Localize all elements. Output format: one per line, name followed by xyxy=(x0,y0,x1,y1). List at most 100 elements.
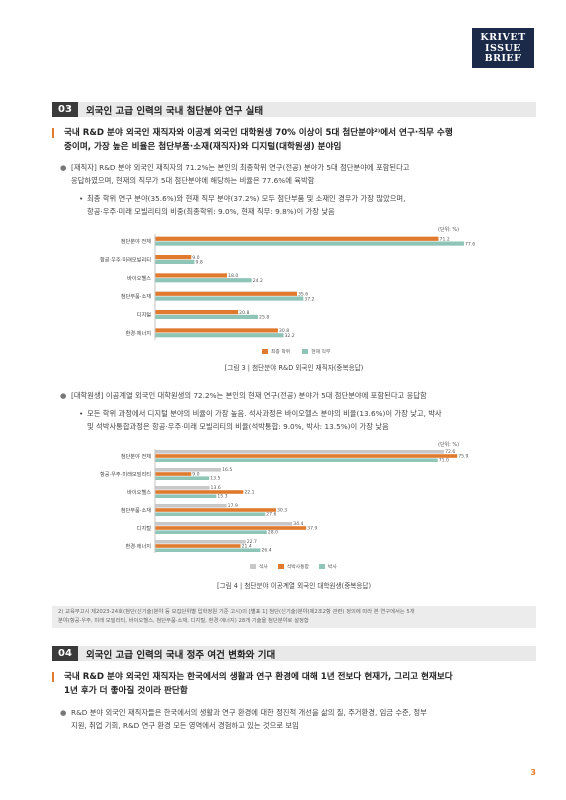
data-label: 30.8 xyxy=(279,328,289,334)
bar-최종 학위 xyxy=(155,291,298,296)
footnote-line-2: 분야(항공·우주, 미래 모빌리티, 바이오헬스, 첨단부품·소재, 디지털, … xyxy=(58,618,309,624)
section-04-header: 04 외국인 고급 인력의 국내 정주 여건 변화와 기대 xyxy=(52,646,536,661)
footnote-line-1: 2) 교육부고시 제2023-24호(첨단(신기술)분야 등 모집단위별 입학정… xyxy=(58,609,415,615)
data-label: 71.2 xyxy=(440,236,450,242)
section-03-sub-2-line-2: 및 석박사통합과정은 항공·우주·미래 모빌리티의 비율(석박통합: 9.0%,… xyxy=(87,421,389,431)
chart-1-caption: [그림 3 | 첨단분야 R&D 외국인 재직자(중복응답) xyxy=(224,364,364,372)
section-04-bullet-1-line-2: 지원, 취업 기회, R&D 연구 환경 모든 영역에서 경험하고 있는 것으로… xyxy=(71,720,299,730)
legend-swatch-integrated xyxy=(277,564,284,569)
lead-marker xyxy=(52,672,54,682)
data-label: 22.1 xyxy=(244,489,254,495)
section-04-bullet-1-line-1: R&D 분야 외국인 재직자들은 한국에서의 생활과 연구 환경에 대한 정진적… xyxy=(71,708,427,717)
data-label: 26.4 xyxy=(261,548,271,554)
category-label: 환경·에너지 xyxy=(125,329,151,337)
bar-현재 직무 xyxy=(155,278,252,283)
legend-swatch-current-job xyxy=(302,349,309,354)
data-label: 37.9 xyxy=(307,525,317,531)
data-label: 32.2 xyxy=(284,333,294,339)
chart-1: 첨단분야 전체 71.2 77.6 항공·우주·미래모빌리티 9.0 9.8 바이오헬스 18… xyxy=(55,232,475,342)
section-03-sub-1: • 최종 학위 연구 분야(35.6%)와 현재 직무 분야(37.2%) 모두… xyxy=(79,193,528,218)
bar-현재 직무 xyxy=(155,333,284,338)
legend-final-degree: 최종 학위 xyxy=(271,350,291,355)
chart-1-svg: 첨단분야 전체 71.2 77.6 항공·우주·미래모빌리티 9.09.8 바이오헬스 18… xyxy=(100,234,475,340)
section-03-header: 03 외국인 고급 인력의 국내 첨단분야 연구 실태 xyxy=(52,102,536,117)
section-04-title: 외국인 고급 인력의 국내 정주 여건 변화와 기대 xyxy=(86,649,276,661)
data-label: 13.6 xyxy=(211,485,221,491)
category-label: 항공·우주·미래모빌리티 xyxy=(100,256,151,264)
section-03-sub-1-line-2: 항공·우주·미래 모빌리티의 비중(최종학위: 9.0%, 현재 직무: 9.8… xyxy=(87,206,335,216)
data-label: 71.0 xyxy=(439,458,449,464)
category-label: 바이오헬스 xyxy=(127,274,151,282)
data-label: 9.0 xyxy=(192,255,199,261)
bar-박사 xyxy=(155,494,217,498)
section-03-bullet-1-line-1: [재직자] R&D 분야 외국인 재직자의 71.2%는 본인의 최종학위 연구… xyxy=(71,163,410,172)
section-03-sub-2-line-1: 모든 학위 과정에서 디지털 분야의 비율이 가장 높음. 석사과정은 바이오헬… xyxy=(87,409,442,418)
bar-현재 직무 xyxy=(155,296,304,301)
bar-석박사통합 xyxy=(155,526,307,530)
category-label: 첨단부품·소재 xyxy=(121,292,152,300)
bar-박사 xyxy=(155,512,266,516)
legend-swatch-masters xyxy=(250,564,256,569)
section-04-lead: 국내 R&D 분야 외국인 재직자는 한국에서의 생활과 연구 환경에 대해 1… xyxy=(52,671,522,698)
data-label: 72.6 xyxy=(445,449,455,455)
data-label: 9.8 xyxy=(195,260,202,266)
bar-박사 xyxy=(155,530,267,534)
data-label: 35.6 xyxy=(298,291,308,297)
chart-2-unit: (단위: %) xyxy=(438,442,460,448)
section-03-number: 03 xyxy=(52,102,78,117)
category-label: 항공·우주·미래모빌리티 xyxy=(100,470,151,478)
sub-bullet-icon: • xyxy=(79,409,84,418)
chart-1-unit: (단위: %) xyxy=(438,227,460,233)
category-label: 첨단분야 전체 xyxy=(121,452,152,460)
data-label: 18.0 xyxy=(228,273,238,279)
data-label: 37.2 xyxy=(304,296,314,302)
bullet-dot-icon: ● xyxy=(60,391,67,400)
bar-석박사통합 xyxy=(155,454,458,458)
data-label: 13.5 xyxy=(210,476,220,482)
bar-최종 학위 xyxy=(155,255,192,260)
bar-최종 학위 xyxy=(155,273,228,278)
section-03-lead-line-2: 중이며, 가장 높은 비율은 첨단부품·소재(재직자)와 디지털(대학원생) 분… xyxy=(64,141,342,152)
section-03-sub-2: • 모든 학위 과정에서 디지털 분야의 비율이 가장 높음. 석사과정은 바이… xyxy=(79,408,528,433)
bar-석박사통합 xyxy=(155,490,244,494)
data-label: 75.9 xyxy=(458,453,468,459)
bar-석박사통합 xyxy=(155,472,192,476)
bar-석사 xyxy=(155,522,293,526)
bar-최종 학위 xyxy=(155,310,239,315)
data-label: 20.8 xyxy=(239,310,249,316)
sub-bullet-icon: • xyxy=(79,194,84,203)
bar-현재 직무 xyxy=(155,259,195,264)
bar-석박사통합 xyxy=(155,544,241,548)
bar-현재 직무 xyxy=(155,314,259,319)
data-label: 9.0 xyxy=(192,471,199,477)
section-03-lead-line-1: 국내 R&D 분야 외국인 재직자와 이공계 외국인 대학원생 70% 이상이 … xyxy=(64,128,453,138)
chart-2-svg: 첨단분야 전체 72.675.9 71.0 항공·우주·미래모빌리티 16.5 9.0 13… xyxy=(100,449,469,554)
data-label: 24.2 xyxy=(253,278,263,284)
section-03-sub-1-line-1: 최종 학위 연구 분야(35.6%)와 현재 직무 분야(37.2%) 모두 첨… xyxy=(87,194,406,203)
section-03-bullet-1-line-2: 응답하였으며, 현재의 직무가 5대 첨단분야에 해당하는 비율은 77.6%에… xyxy=(71,175,315,185)
chart-2-caption: [그림 4 | 첨단분야 이공계열 외국인 대학원생(중복응답) xyxy=(216,582,372,590)
category-label: 디지털 xyxy=(137,524,152,532)
section-03-bullet-1: ● [재직자] R&D 분야 외국인 재직자의 71.2%는 본인의 최종학위 … xyxy=(60,162,528,187)
category-label: 첨단분야 전체 xyxy=(121,237,152,245)
bar-박사 xyxy=(155,458,438,462)
legend-swatch-final-degree xyxy=(262,349,268,354)
data-label: 17.9 xyxy=(228,503,238,509)
data-label: 77.6 xyxy=(465,241,475,247)
data-label: 15.3 xyxy=(217,494,227,500)
page-number: 3 xyxy=(530,768,536,777)
logo-line-2: ISSUE xyxy=(485,42,521,54)
data-label: 22.7 xyxy=(247,539,257,545)
section-03-bullet-2: ● [대학원생] 이공계열 외국인 대학원생의 72.2%는 본인의 현재 연구… xyxy=(60,390,528,403)
logo-line-1: KRIVET xyxy=(480,32,526,43)
legend-integrated: 석박사통합 xyxy=(286,565,309,570)
data-label: 21.4 xyxy=(242,543,252,549)
chart-2-legend: 석사 석박사통합 박사 xyxy=(250,563,337,570)
category-label: 첨단부품·소재 xyxy=(121,506,152,514)
category-label: 디지털 xyxy=(137,311,152,319)
category-label: 바이오헬스 xyxy=(127,488,151,496)
bar-석사 xyxy=(155,504,227,508)
data-label: 16.5 xyxy=(222,467,232,473)
bar-석사 xyxy=(155,540,246,544)
bar-석사 xyxy=(155,450,445,454)
